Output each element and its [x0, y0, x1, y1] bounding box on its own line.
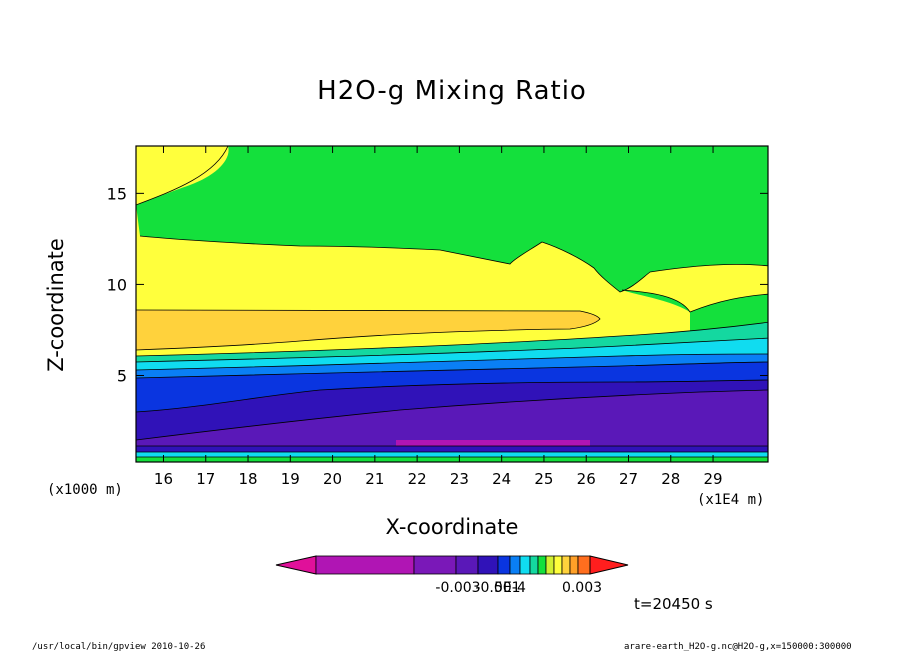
colorbar-tick-label: 5E-4 [494, 580, 526, 596]
colorbar-segment [509, 555, 521, 575]
band-surface-cyan [136, 452, 768, 457]
x-tick-label: 19 [281, 470, 300, 488]
x-tick-label: 18 [238, 470, 257, 488]
colorbar-segment [545, 555, 555, 575]
x-tick-label: 22 [408, 470, 427, 488]
band-purple [136, 390, 768, 452]
contour-line [136, 361, 768, 379]
band-upper-green [136, 146, 768, 292]
contour-line [136, 379, 768, 413]
x-tick-label: 26 [577, 470, 596, 488]
footer-left: /usr/local/bin/gpview 2010-10-26 [32, 642, 206, 652]
y-tick-label: 15 [107, 184, 127, 203]
x-tick-label: 23 [450, 470, 469, 488]
contour-line [136, 146, 229, 206]
colorbar-segment [497, 555, 511, 575]
contour-field [136, 146, 768, 462]
x-tick-label: 17 [196, 470, 215, 488]
x-tick-label: 24 [492, 470, 511, 488]
colorbar-segment [561, 555, 571, 575]
band-surface-green [136, 457, 768, 462]
contour-line [136, 309, 601, 351]
contour-line [621, 289, 768, 313]
x-axis-label: X-coordinate [385, 515, 519, 539]
colorbar-segment [577, 555, 591, 575]
x-unit-label: (x1E4 m) [697, 492, 765, 508]
colorbar-segment [519, 555, 531, 575]
chart-title: H2O-g Mixing Ratio [317, 76, 587, 106]
x-tick-label: 27 [619, 470, 638, 488]
colorbar-segment [315, 555, 415, 575]
colorbar-tick-label: 0.003 [562, 580, 602, 596]
colorbar-tick-label: -0.003 [435, 580, 480, 596]
x-tick-label: 29 [703, 470, 722, 488]
colorbar-segment [477, 555, 499, 575]
y-tick-label: 10 [107, 275, 127, 294]
x-tick-label: 28 [661, 470, 680, 488]
contour-line [136, 353, 768, 371]
x-tick-label: 20 [323, 470, 342, 488]
y-unit-label: (x1000 m) [47, 482, 123, 498]
contour-line [139, 235, 768, 293]
x-axis-ticks: 16 17 18 19 20 21 22 23 24 25 26 27 28 29 [154, 146, 723, 488]
contour-line [136, 321, 768, 357]
colorbar-segment [413, 555, 457, 575]
plot-frame [135, 145, 769, 463]
band-surface-dark-blue [136, 446, 768, 452]
colorbar-segment [569, 555, 579, 575]
x-tick-label: 25 [534, 470, 553, 488]
contour-lines [136, 146, 768, 458]
colorbar-arrow-right [589, 555, 629, 575]
contour-line [136, 389, 768, 441]
colorbar-arrow-left [275, 555, 317, 575]
band-violet [396, 440, 590, 446]
footer-right: arare-earth_H2O-g.nc@H2O-g,x=150000:3000… [624, 642, 852, 652]
colorbar-segment [455, 555, 479, 575]
colorbar-segment [529, 555, 539, 575]
y-tick-label: 5 [117, 366, 127, 385]
band-orange [136, 310, 600, 350]
colorbar-tick-label: -0.001 [475, 580, 520, 596]
x-tick-label: 16 [154, 470, 173, 488]
time-label: t=20450 s [634, 595, 713, 613]
x-tick-label: 21 [365, 470, 384, 488]
colorbar-segment [553, 555, 563, 575]
colorbar-segment [537, 555, 547, 575]
contour-line [136, 337, 768, 363]
y-axis-ticks: 5 10 15 [107, 184, 768, 385]
